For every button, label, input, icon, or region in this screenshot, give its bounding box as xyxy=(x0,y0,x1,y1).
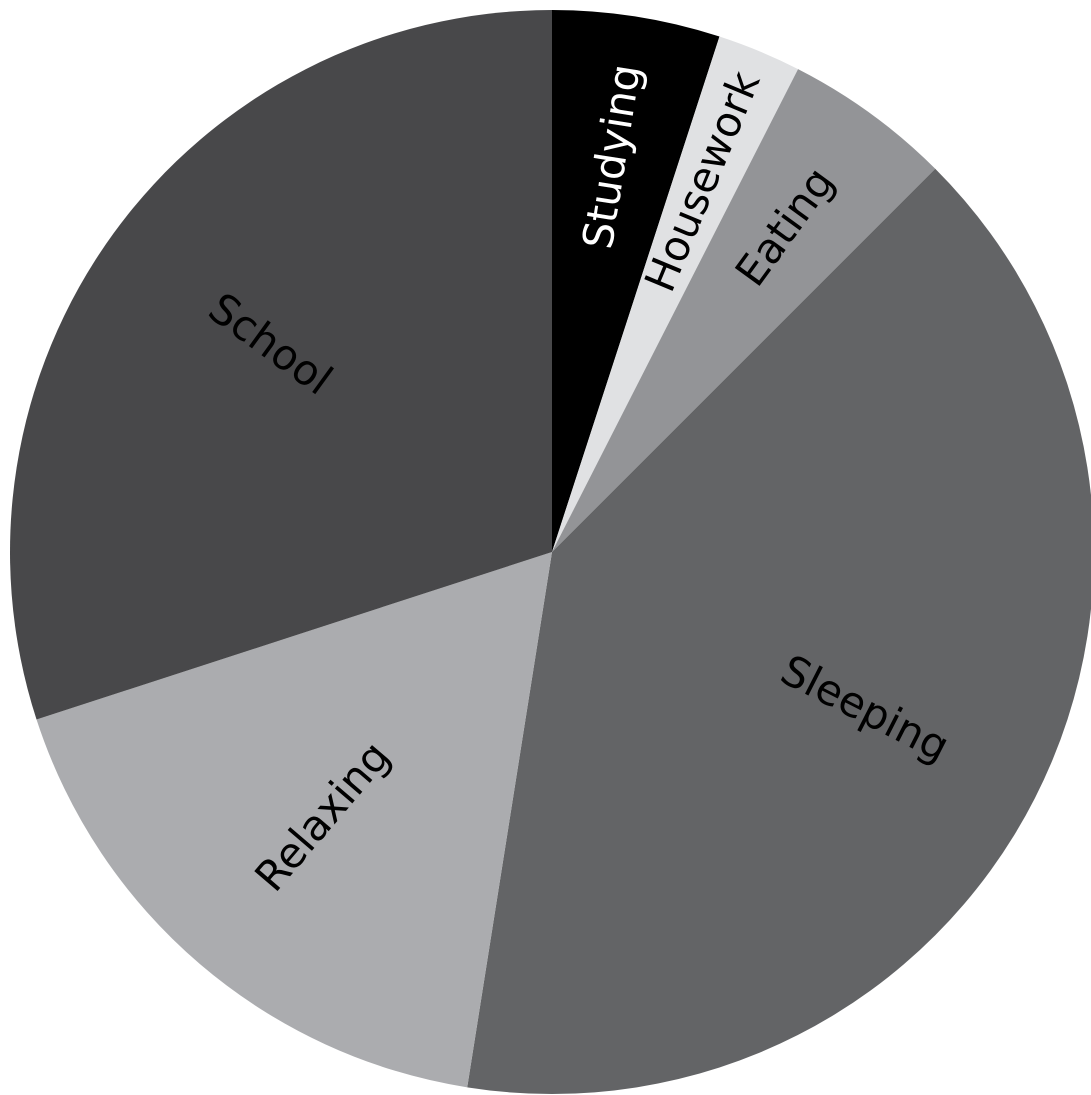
pie-slice-eating xyxy=(552,69,936,552)
pie-slice-sleeping xyxy=(467,168,1091,1094)
pie-slice-studying xyxy=(552,10,720,552)
pie-slice-relaxing xyxy=(36,552,552,1088)
pie-slice-housework xyxy=(552,36,799,552)
pie-slice-school xyxy=(10,10,552,720)
pie-slices xyxy=(10,10,1091,1094)
